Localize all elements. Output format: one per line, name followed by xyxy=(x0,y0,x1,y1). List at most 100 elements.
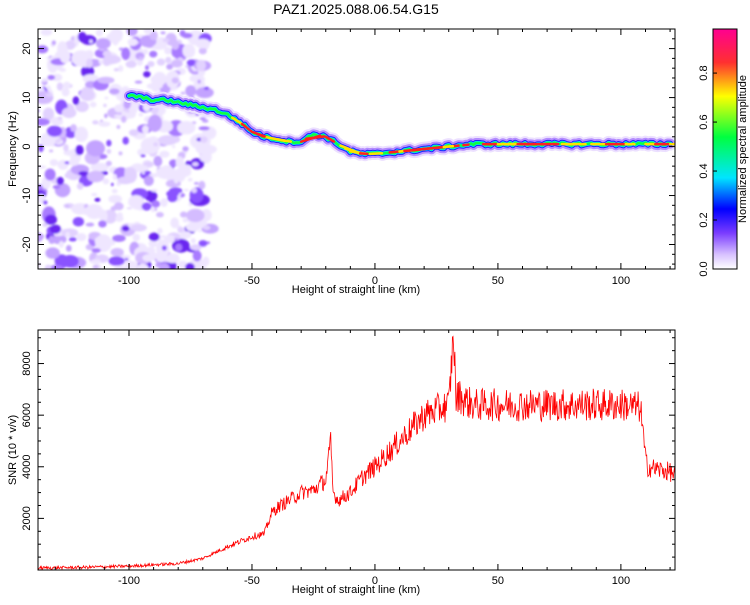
noise-blob xyxy=(81,207,100,215)
noise-blob xyxy=(142,125,149,134)
noise-blob xyxy=(92,265,98,269)
noise-blob xyxy=(60,50,71,64)
noise-blob xyxy=(203,225,210,230)
noise-blob xyxy=(106,149,111,154)
noise-blob xyxy=(171,60,183,68)
noise-blob xyxy=(91,193,97,196)
noise-blob xyxy=(96,38,111,49)
noise-blob xyxy=(204,87,209,90)
y-tick-label: -10 xyxy=(21,188,33,204)
noise-blob xyxy=(92,248,101,253)
noise-blob xyxy=(185,263,195,272)
noise-blob xyxy=(126,26,137,36)
noise-blob xyxy=(113,174,117,180)
noise-blob xyxy=(122,137,128,145)
noise-blob xyxy=(164,47,172,54)
noise-blob xyxy=(63,144,69,152)
noise-blob xyxy=(157,58,165,65)
y-tick-label: 20 xyxy=(21,42,33,54)
noise-blob xyxy=(114,104,123,112)
top-y-axis-label: Frequency (Hz) xyxy=(7,111,19,187)
noise-blob xyxy=(122,226,130,232)
ridge-hot-segment xyxy=(370,153,382,154)
noise-blob xyxy=(65,232,70,238)
noise-blob xyxy=(174,238,180,241)
noise-blob xyxy=(192,162,199,166)
noise-blob xyxy=(50,225,61,234)
noise-blob xyxy=(112,235,125,242)
noise-blob xyxy=(42,78,48,81)
noise-blob xyxy=(125,61,136,68)
noise-blob xyxy=(183,189,188,192)
noise-blob xyxy=(112,189,118,193)
noise-blob xyxy=(125,261,137,269)
y-tick-label: 8000 xyxy=(21,351,33,375)
noise-blob xyxy=(181,231,192,239)
noise-blob xyxy=(58,160,69,170)
noise-blob xyxy=(151,200,160,207)
noise-blob xyxy=(66,245,72,252)
noise-blob xyxy=(147,83,163,89)
noise-blob xyxy=(121,47,130,60)
x-tick-label: -50 xyxy=(244,575,260,587)
noise-blob xyxy=(198,230,202,232)
noise-blob xyxy=(50,159,58,166)
noise-blob xyxy=(190,75,198,82)
noise-blob xyxy=(52,40,56,45)
noise-blob xyxy=(86,223,95,227)
noise-blob xyxy=(162,245,167,250)
snr-plot-area xyxy=(38,330,675,570)
noise-blob xyxy=(33,118,50,125)
noise-blob xyxy=(153,142,158,146)
noise-blob xyxy=(151,189,158,192)
noise-blob xyxy=(149,232,160,241)
noise-blob xyxy=(36,262,41,268)
noise-blob xyxy=(108,256,124,265)
noise-blob xyxy=(160,198,167,207)
noise-blob xyxy=(176,156,184,167)
noise-blob xyxy=(114,202,124,210)
ridge-hot-segment xyxy=(419,149,425,150)
colorbar-tick-label: 0.4 xyxy=(698,163,710,178)
colorbar-tick-label: 0.2 xyxy=(698,212,710,227)
y-tick-label: -20 xyxy=(21,237,33,253)
noise-blob xyxy=(144,176,154,186)
noise-blob xyxy=(139,113,143,117)
noise-blob xyxy=(164,235,176,243)
noise-blob xyxy=(161,31,166,34)
noise-blob xyxy=(124,255,131,258)
noise-blob xyxy=(186,209,204,222)
ridge-hot-segment xyxy=(444,146,453,147)
noise-blob xyxy=(98,212,103,219)
bottom-y-axis-label: SNR (10 * v/v) xyxy=(7,415,19,485)
noise-blob xyxy=(124,167,137,183)
noise-blob xyxy=(153,156,162,167)
noise-blob xyxy=(45,168,56,180)
noise-blob xyxy=(182,33,193,38)
noise-blob xyxy=(57,177,64,185)
noise-blob xyxy=(183,47,191,53)
noise-blob xyxy=(174,177,179,183)
noise-blob xyxy=(98,121,110,126)
noise-blob xyxy=(177,121,195,134)
x-tick-label: -100 xyxy=(118,275,140,287)
bottom-x-axis-label: Height of straight line (km) xyxy=(292,584,420,596)
y-tick-label: 0 xyxy=(21,143,33,149)
noise-blob xyxy=(118,65,123,72)
x-tick-label: 100 xyxy=(612,275,630,287)
y-tick-label: 10 xyxy=(21,91,33,103)
noise-blob xyxy=(114,68,119,71)
noise-blob xyxy=(62,88,70,97)
noise-blob xyxy=(135,81,143,84)
noise-blob xyxy=(142,172,145,174)
noise-blob xyxy=(96,29,103,36)
noise-blob xyxy=(172,145,175,148)
noise-blob xyxy=(95,198,101,202)
colorbar-tick-label: 0.0 xyxy=(698,261,710,276)
noise-blob xyxy=(62,228,78,237)
noise-blob xyxy=(47,75,55,80)
noise-blob xyxy=(182,164,191,171)
noise-blob xyxy=(48,236,55,244)
noise-blob xyxy=(162,38,169,42)
